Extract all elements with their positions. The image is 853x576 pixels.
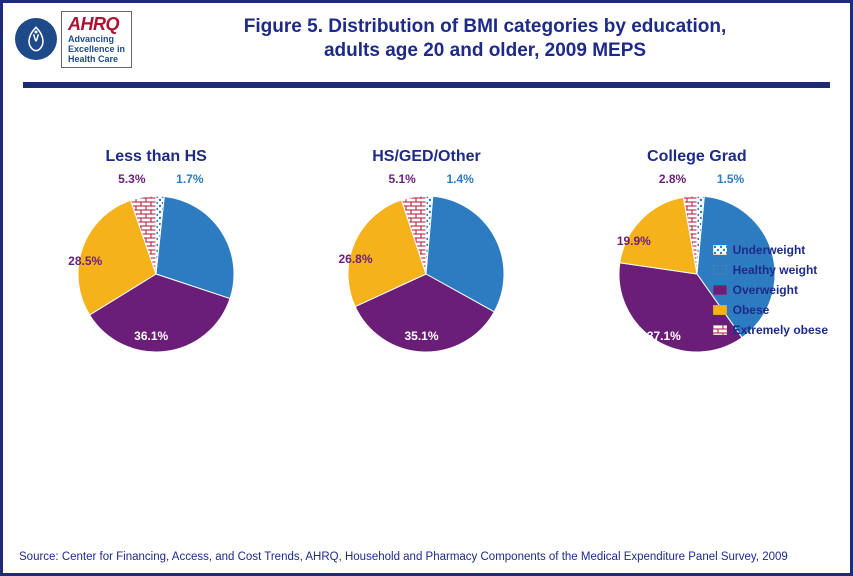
figure-title: Figure 5. Distribution of BMI categories… xyxy=(132,11,838,63)
legend-item: Healthy weight xyxy=(713,263,828,277)
slice-label: 1.4% xyxy=(446,172,473,186)
ahrq-tagline-3: Health Care xyxy=(68,55,125,65)
slice-label: 1.5% xyxy=(717,172,744,186)
legend-item: Extremely obese xyxy=(713,323,828,337)
ahrq-logo: AHRQ Advancing Excellence in Health Care xyxy=(61,11,132,68)
slice-label: 28.5% xyxy=(68,254,102,268)
header: AHRQ Advancing Excellence in Health Care… xyxy=(3,3,850,68)
slice-label: 5.1% xyxy=(388,172,415,186)
pie-chart: 1.4% 31.7% 35.1% 26.8% 5.1% xyxy=(326,174,526,374)
chart-hs-ged: HS/GED/Other 1.4% 31.7% 35.1% 26.8% 5.1% xyxy=(316,148,536,374)
legend: Underweight Healthy weight Overweight Obese… xyxy=(713,243,828,343)
ahrq-title: AHRQ xyxy=(68,14,125,35)
legend-label: Obese xyxy=(733,303,770,317)
slice-label: 28.4% xyxy=(196,254,230,268)
slice-label: 37.1% xyxy=(647,329,681,343)
legend-label: Underweight xyxy=(733,243,806,257)
slice-label: 35.1% xyxy=(404,329,438,343)
legend-item: Underweight xyxy=(713,243,828,257)
hhs-logo-icon xyxy=(15,18,57,60)
logo-area: AHRQ Advancing Excellence in Health Care xyxy=(15,11,132,68)
legend-label: Overweight xyxy=(733,283,798,297)
source-citation: Source: Center for Financing, Access, an… xyxy=(19,551,834,563)
chart-title: Less than HS xyxy=(105,148,206,166)
legend-item: Overweight xyxy=(713,283,828,297)
chart-title: HS/GED/Other xyxy=(372,148,480,166)
slice-label: 19.9% xyxy=(617,234,651,248)
slice-label: 2.8% xyxy=(659,172,686,186)
chart-title: College Grad xyxy=(647,148,747,166)
title-line-2: adults age 20 and older, 2009 MEPS xyxy=(132,39,838,63)
slice-label: 5.3% xyxy=(118,172,145,186)
chart-less-than-hs: Less than HS 1.7% 28.4% 36.1% 28.5% 5.3% xyxy=(46,148,266,374)
pie-chart: 1.7% 28.4% 36.1% 28.5% 5.3% xyxy=(56,174,256,374)
title-line-1: Figure 5. Distribution of BMI categories… xyxy=(132,15,838,39)
legend-label: Extremely obese xyxy=(733,323,828,337)
slice-label: 31.7% xyxy=(466,254,500,268)
slice-label: 1.7% xyxy=(176,172,203,186)
legend-item: Obese xyxy=(713,303,828,317)
slice-label: 26.8% xyxy=(338,252,372,266)
slice-label: 36.1% xyxy=(134,329,168,343)
legend-label: Healthy weight xyxy=(733,263,818,277)
